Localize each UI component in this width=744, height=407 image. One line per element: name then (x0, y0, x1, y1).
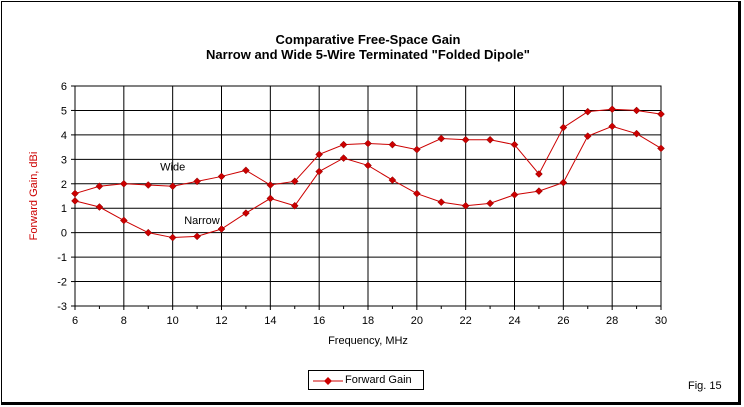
data-point (632, 106, 641, 115)
data-point (388, 140, 397, 149)
y-tick-label: 1 (61, 203, 67, 215)
legend: Forward Gain (308, 370, 424, 390)
data-point (290, 177, 299, 186)
data-point (95, 203, 104, 211)
data-point (242, 166, 250, 175)
data-point (535, 170, 543, 178)
data-point (437, 134, 446, 143)
data-point (559, 178, 568, 187)
data-point (461, 201, 470, 210)
y-tick-label: 6 (61, 81, 67, 93)
data-point (388, 176, 397, 184)
data-point (535, 187, 543, 195)
chart-title-line-2: Narrow and Wide 5-Wire Terminated "Folde… (206, 47, 530, 62)
x-tick-label: 30 (655, 315, 667, 327)
data-point (290, 201, 299, 210)
data-point (583, 107, 592, 116)
data-point (266, 194, 275, 203)
x-tick-label: 16 (313, 315, 325, 327)
data-point (657, 110, 665, 118)
annotation-wide: Wide (160, 161, 185, 173)
data-point (168, 233, 177, 242)
data-point (315, 150, 324, 159)
y-tick-label: -3 (57, 301, 67, 313)
y-tick-label: -2 (57, 277, 67, 289)
data-point (510, 190, 519, 199)
data-point (608, 122, 617, 131)
x-tick-label: 26 (557, 315, 569, 327)
data-point (266, 181, 275, 189)
data-point (119, 179, 128, 188)
legend-swatch (313, 377, 343, 385)
data-point (217, 225, 226, 233)
data-point (364, 161, 372, 170)
x-tick-label: 28 (606, 315, 618, 327)
y-tick-label: -1 (57, 252, 67, 264)
data-point (168, 182, 177, 191)
data-point (339, 140, 348, 149)
x-tick-label: 22 (460, 315, 472, 327)
data-point (193, 177, 201, 186)
y-tick-label: 4 (61, 130, 67, 142)
data-point (510, 140, 519, 149)
data-point (486, 199, 494, 208)
grid-lines (74, 85, 662, 307)
data-point (559, 123, 568, 132)
x-tick-label: 6 (72, 315, 78, 327)
y-tick-label: 0 (61, 228, 67, 240)
data-point (339, 154, 348, 162)
data-point (119, 216, 128, 225)
chart-title-line-1: Comparative Free-Space Gain (276, 32, 461, 47)
data-point (315, 167, 324, 176)
data-point (461, 135, 470, 144)
x-tick-label: 18 (362, 315, 374, 327)
data-point (144, 228, 153, 237)
data-point (95, 182, 104, 191)
x-tick-label: 8 (121, 315, 127, 327)
y-tick-label: 5 (61, 105, 67, 117)
data-point (657, 144, 665, 153)
data-point (412, 189, 421, 198)
x-tick-label: 24 (508, 315, 520, 327)
annotations: Wide Narrow (160, 161, 220, 227)
data-markers (71, 105, 665, 242)
x-tick-label: 20 (411, 315, 423, 327)
annotation-narrow: Narrow (184, 215, 220, 227)
data-point (364, 139, 372, 148)
data-point (193, 232, 201, 241)
x-tick-label: 14 (264, 315, 276, 327)
data-point (412, 145, 421, 154)
data-point (608, 105, 617, 114)
figure-label: Fig. 15 (688, 380, 722, 392)
data-point (217, 172, 226, 181)
data-point (71, 197, 79, 205)
y-tick-label: 2 (61, 179, 67, 191)
data-point (242, 209, 250, 217)
data-point (144, 181, 153, 189)
y-tick-label: 3 (61, 154, 67, 166)
legend-label: Forward Gain (345, 374, 412, 386)
data-point (632, 129, 641, 138)
x-tick-label: 12 (215, 315, 227, 327)
data-point (486, 135, 494, 144)
x-axis-title: Frequency, MHz (328, 335, 408, 347)
x-tick-label: 10 (167, 315, 179, 327)
data-point (437, 198, 446, 206)
y-axis-title: Forward Gain, dBi (28, 152, 40, 241)
data-point (583, 132, 592, 140)
